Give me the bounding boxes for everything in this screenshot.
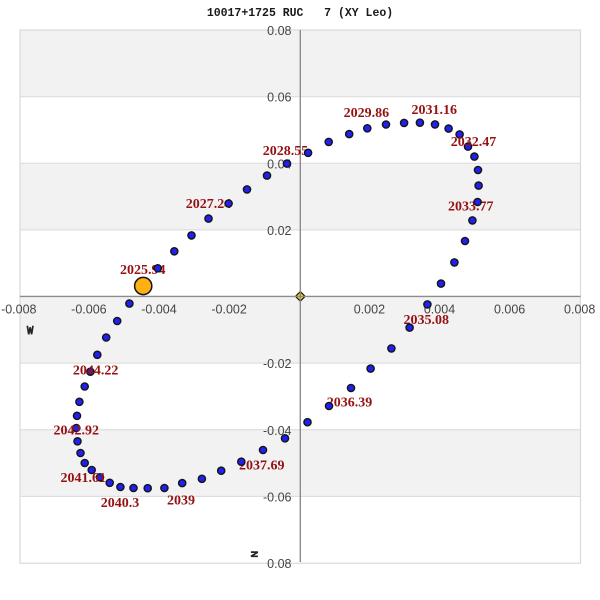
svg-text:-0.004: -0.004	[141, 303, 176, 317]
svg-text:0.08: 0.08	[267, 24, 291, 38]
svg-text:0.002: 0.002	[354, 303, 385, 317]
svg-text:2040.3: 2040.3	[101, 496, 140, 511]
svg-text:2032.47: 2032.47	[451, 135, 497, 150]
svg-text:10017+1725 RUC 7 (XY Leo): 10017+1725 RUC 7 (XY Leo)	[207, 7, 393, 20]
svg-text:2041.61: 2041.61	[61, 471, 107, 486]
svg-text:0.06: 0.06	[267, 91, 291, 105]
svg-text:2039: 2039	[167, 494, 195, 509]
svg-text:0.02: 0.02	[267, 224, 291, 238]
svg-text:2029.86: 2029.86	[344, 106, 390, 121]
svg-text:-0.008: -0.008	[1, 303, 36, 317]
svg-text:0.004: 0.004	[424, 303, 455, 317]
svg-text:0.008: 0.008	[564, 303, 595, 317]
svg-text:-0.06: -0.06	[263, 490, 292, 504]
svg-text:2033.77: 2033.77	[448, 200, 494, 215]
svg-text:2035.08: 2035.08	[403, 313, 449, 328]
svg-text:2036.39: 2036.39	[327, 396, 373, 411]
svg-text:-0.02: -0.02	[263, 357, 292, 371]
svg-text:2044.22: 2044.22	[73, 363, 119, 378]
svg-text:2028.55: 2028.55	[263, 144, 309, 159]
svg-text:2031.16: 2031.16	[411, 103, 457, 118]
svg-text:-0.002: -0.002	[211, 303, 246, 317]
svg-text:2037.69: 2037.69	[239, 458, 285, 473]
svg-text:0.08: 0.08	[267, 557, 291, 571]
svg-text:0.006: 0.006	[494, 303, 525, 317]
svg-text:2027.24: 2027.24	[186, 197, 232, 212]
svg-text:-0.006: -0.006	[71, 303, 106, 317]
svg-text:2042.92: 2042.92	[53, 423, 99, 438]
